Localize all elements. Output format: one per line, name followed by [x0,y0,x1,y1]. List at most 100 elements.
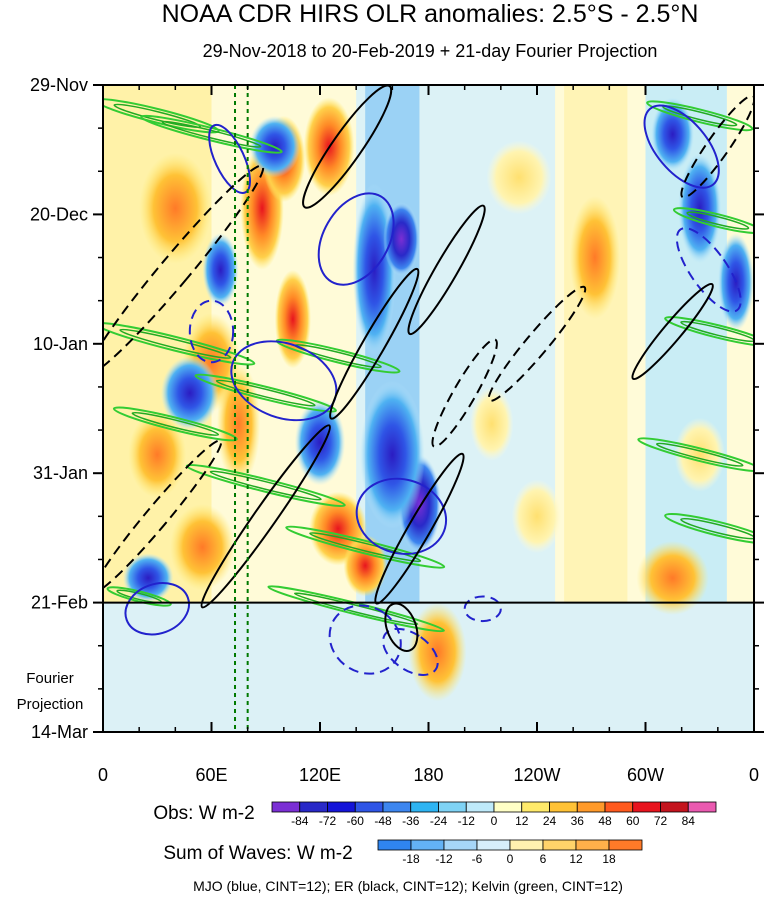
colorbar-swatch [576,801,606,813]
waves-colorbar-title: Sum of Waves: W m-2 [163,843,352,864]
wave-contour [656,442,744,467]
wave-contour [293,592,419,626]
wave-contour [309,532,422,563]
wave-contour [329,267,420,420]
colorbar-label: -36 [402,814,420,828]
wave-contour [355,477,448,555]
colorbar-label: 24 [543,814,557,828]
colorbar-swatch [575,839,610,851]
obs-colorbar-title: Obs: W m-2 [153,803,254,824]
obs-colorbar: -84 -72 -60 -48 -36 -24 -12 0 12 24 36 48 60 72 84 [271,801,717,828]
wave-contours [103,85,754,676]
colorbar-swatch [632,801,661,813]
wave-contour [686,211,750,230]
x-tick-label: 120W [513,765,560,785]
wave-contour [112,406,238,442]
wave-contour [103,439,223,594]
colorbar-label: -72 [319,814,337,828]
wave-contour [103,164,265,376]
anomaly-blob [674,417,726,492]
wave-contour [131,411,220,436]
anomaly-blob [128,411,187,498]
colorbar-swatch [549,801,578,813]
wave-contour [119,328,232,359]
colorbar-swatch [542,839,577,851]
wave-legend-footnote: MJO (blue, CINT=12); ER (black, CINT=12)… [193,878,623,894]
colorbar-swatch [443,839,478,851]
wave-contour [103,98,220,134]
colorbar-swatch [327,801,356,813]
projection-label-line2: Projection [17,696,84,713]
wave-contour [407,204,486,336]
wave-contour [215,379,316,407]
wave-contour [431,338,498,448]
anomaly-blob [569,195,621,320]
projection-label-line1: Fourier [26,670,74,687]
y-axis: 29-Nov 20-Dec 10-Jan 31-Jan 21-Feb 14-Mar [30,75,764,742]
colorbar-swatch [521,801,550,813]
wave-contour [194,373,337,413]
colorbar-label: -18 [402,852,420,866]
colorbar-swatch [271,801,301,813]
colorbar-swatch [377,839,412,851]
colorbar-label: 36 [571,814,585,828]
wave-contour [317,192,395,286]
wave-contour [328,604,402,675]
wave-contour [103,322,256,366]
colorbar-swatch [493,801,523,813]
olr-anomaly-field [103,85,754,732]
y-tick-label: 20-Dec [30,204,88,224]
wave-contour [113,103,201,128]
colorbar-swatch [354,801,384,813]
plot-area [103,85,754,732]
wave-contour [487,285,587,402]
colorbar-label: 48 [598,814,612,828]
y-tick-label: 31-Jan [33,463,88,483]
wave-contour [124,582,190,636]
wave-contour [285,525,446,569]
y-tick-label: 10-Jan [33,334,88,354]
colorbar-swatch [476,839,511,851]
wave-contour [672,207,754,235]
colorbar-label: 60 [626,814,640,828]
anomaly-blob [678,152,722,264]
colorbar-swatch [410,801,439,813]
colorbar-label: -12 [458,814,476,828]
chart-subtitle: 29-Nov-2018 to 20-Feb-2019 + 21-day Four… [203,41,658,61]
colorbar-swatch [465,801,495,813]
wave-contour [662,105,738,127]
wave-contour [643,104,720,189]
anomaly-blob [486,140,552,215]
colorbar-label: 0 [507,852,514,866]
colorbar-label: -24 [430,814,448,828]
wave-contour [209,470,322,501]
colorbar-label: -6 [472,852,483,866]
colorbar-label: 72 [654,814,668,828]
anomaly-blob [408,602,467,702]
wave-contour [664,512,754,545]
x-axis: 0 60E 120E 180 120W 60W 0 [98,85,759,785]
colorbar-swatch [608,839,643,851]
wave-contour [631,282,714,381]
wave-contour [384,602,419,652]
colorbar-label: -60 [347,814,365,828]
colorbar-swatch [660,801,689,813]
colorbar-label: 18 [602,852,616,866]
field-band [564,85,628,603]
wave-contour [188,299,235,364]
wave-contour [680,517,754,540]
wave-contour [680,320,754,343]
wave-contour [382,627,439,676]
colorbar-label: 84 [682,814,696,828]
reference-lines [234,85,249,732]
wave-contour [664,316,754,347]
colorbar-swatch [604,801,634,813]
colorbar-label: 6 [540,852,547,866]
anomaly-blob [294,399,346,486]
x-tick-label: 0 [98,765,108,785]
waves-colorbar: -18 -12 -6 0 6 12 18 [377,839,643,866]
colorbar-swatch [410,839,445,851]
anomaly-blob [139,152,212,264]
wave-contour [200,424,331,609]
